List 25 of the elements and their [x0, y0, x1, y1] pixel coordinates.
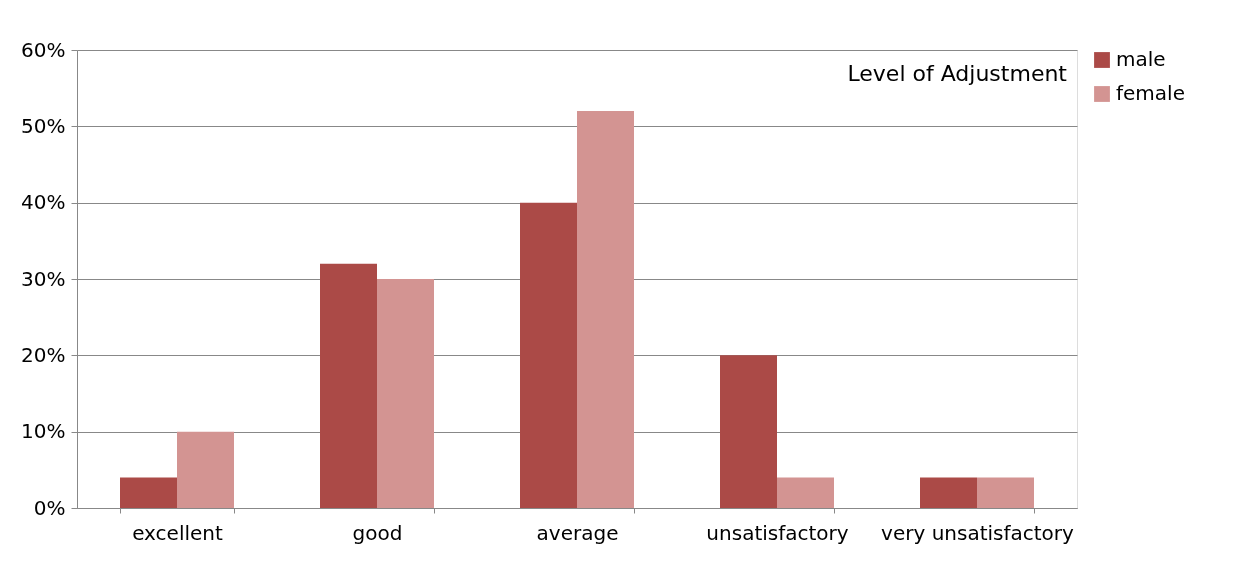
x-tick-label: unsatisfactory: [706, 520, 849, 545]
y-tick-label: 20%: [21, 342, 66, 367]
bar: [777, 477, 834, 508]
y-tick-label: 30%: [21, 266, 66, 291]
x-tick-label: very unsatisfactory: [881, 520, 1075, 545]
x-tick-label: average: [536, 520, 619, 545]
bar: [377, 279, 434, 508]
y-tick-label: 60%: [21, 37, 66, 62]
y-tick-label: 0%: [33, 495, 66, 520]
x-tick-label: excellent: [132, 520, 223, 545]
bar: [520, 202, 577, 508]
bar: [920, 477, 977, 508]
bar: [977, 477, 1034, 508]
bar: [120, 477, 177, 508]
bar: [720, 355, 777, 508]
y-tick-label: 10%: [21, 419, 66, 444]
legend-label: male: [1116, 47, 1166, 71]
bar: [320, 263, 377, 508]
legend-label: female: [1116, 81, 1185, 105]
y-tick-label: 50%: [21, 113, 66, 138]
bar: [577, 111, 634, 508]
text: Level of Adjustment: [847, 61, 1068, 86]
x-tick-label: good: [352, 520, 403, 545]
y-tick-label: 40%: [21, 190, 66, 215]
bar: [177, 431, 234, 508]
